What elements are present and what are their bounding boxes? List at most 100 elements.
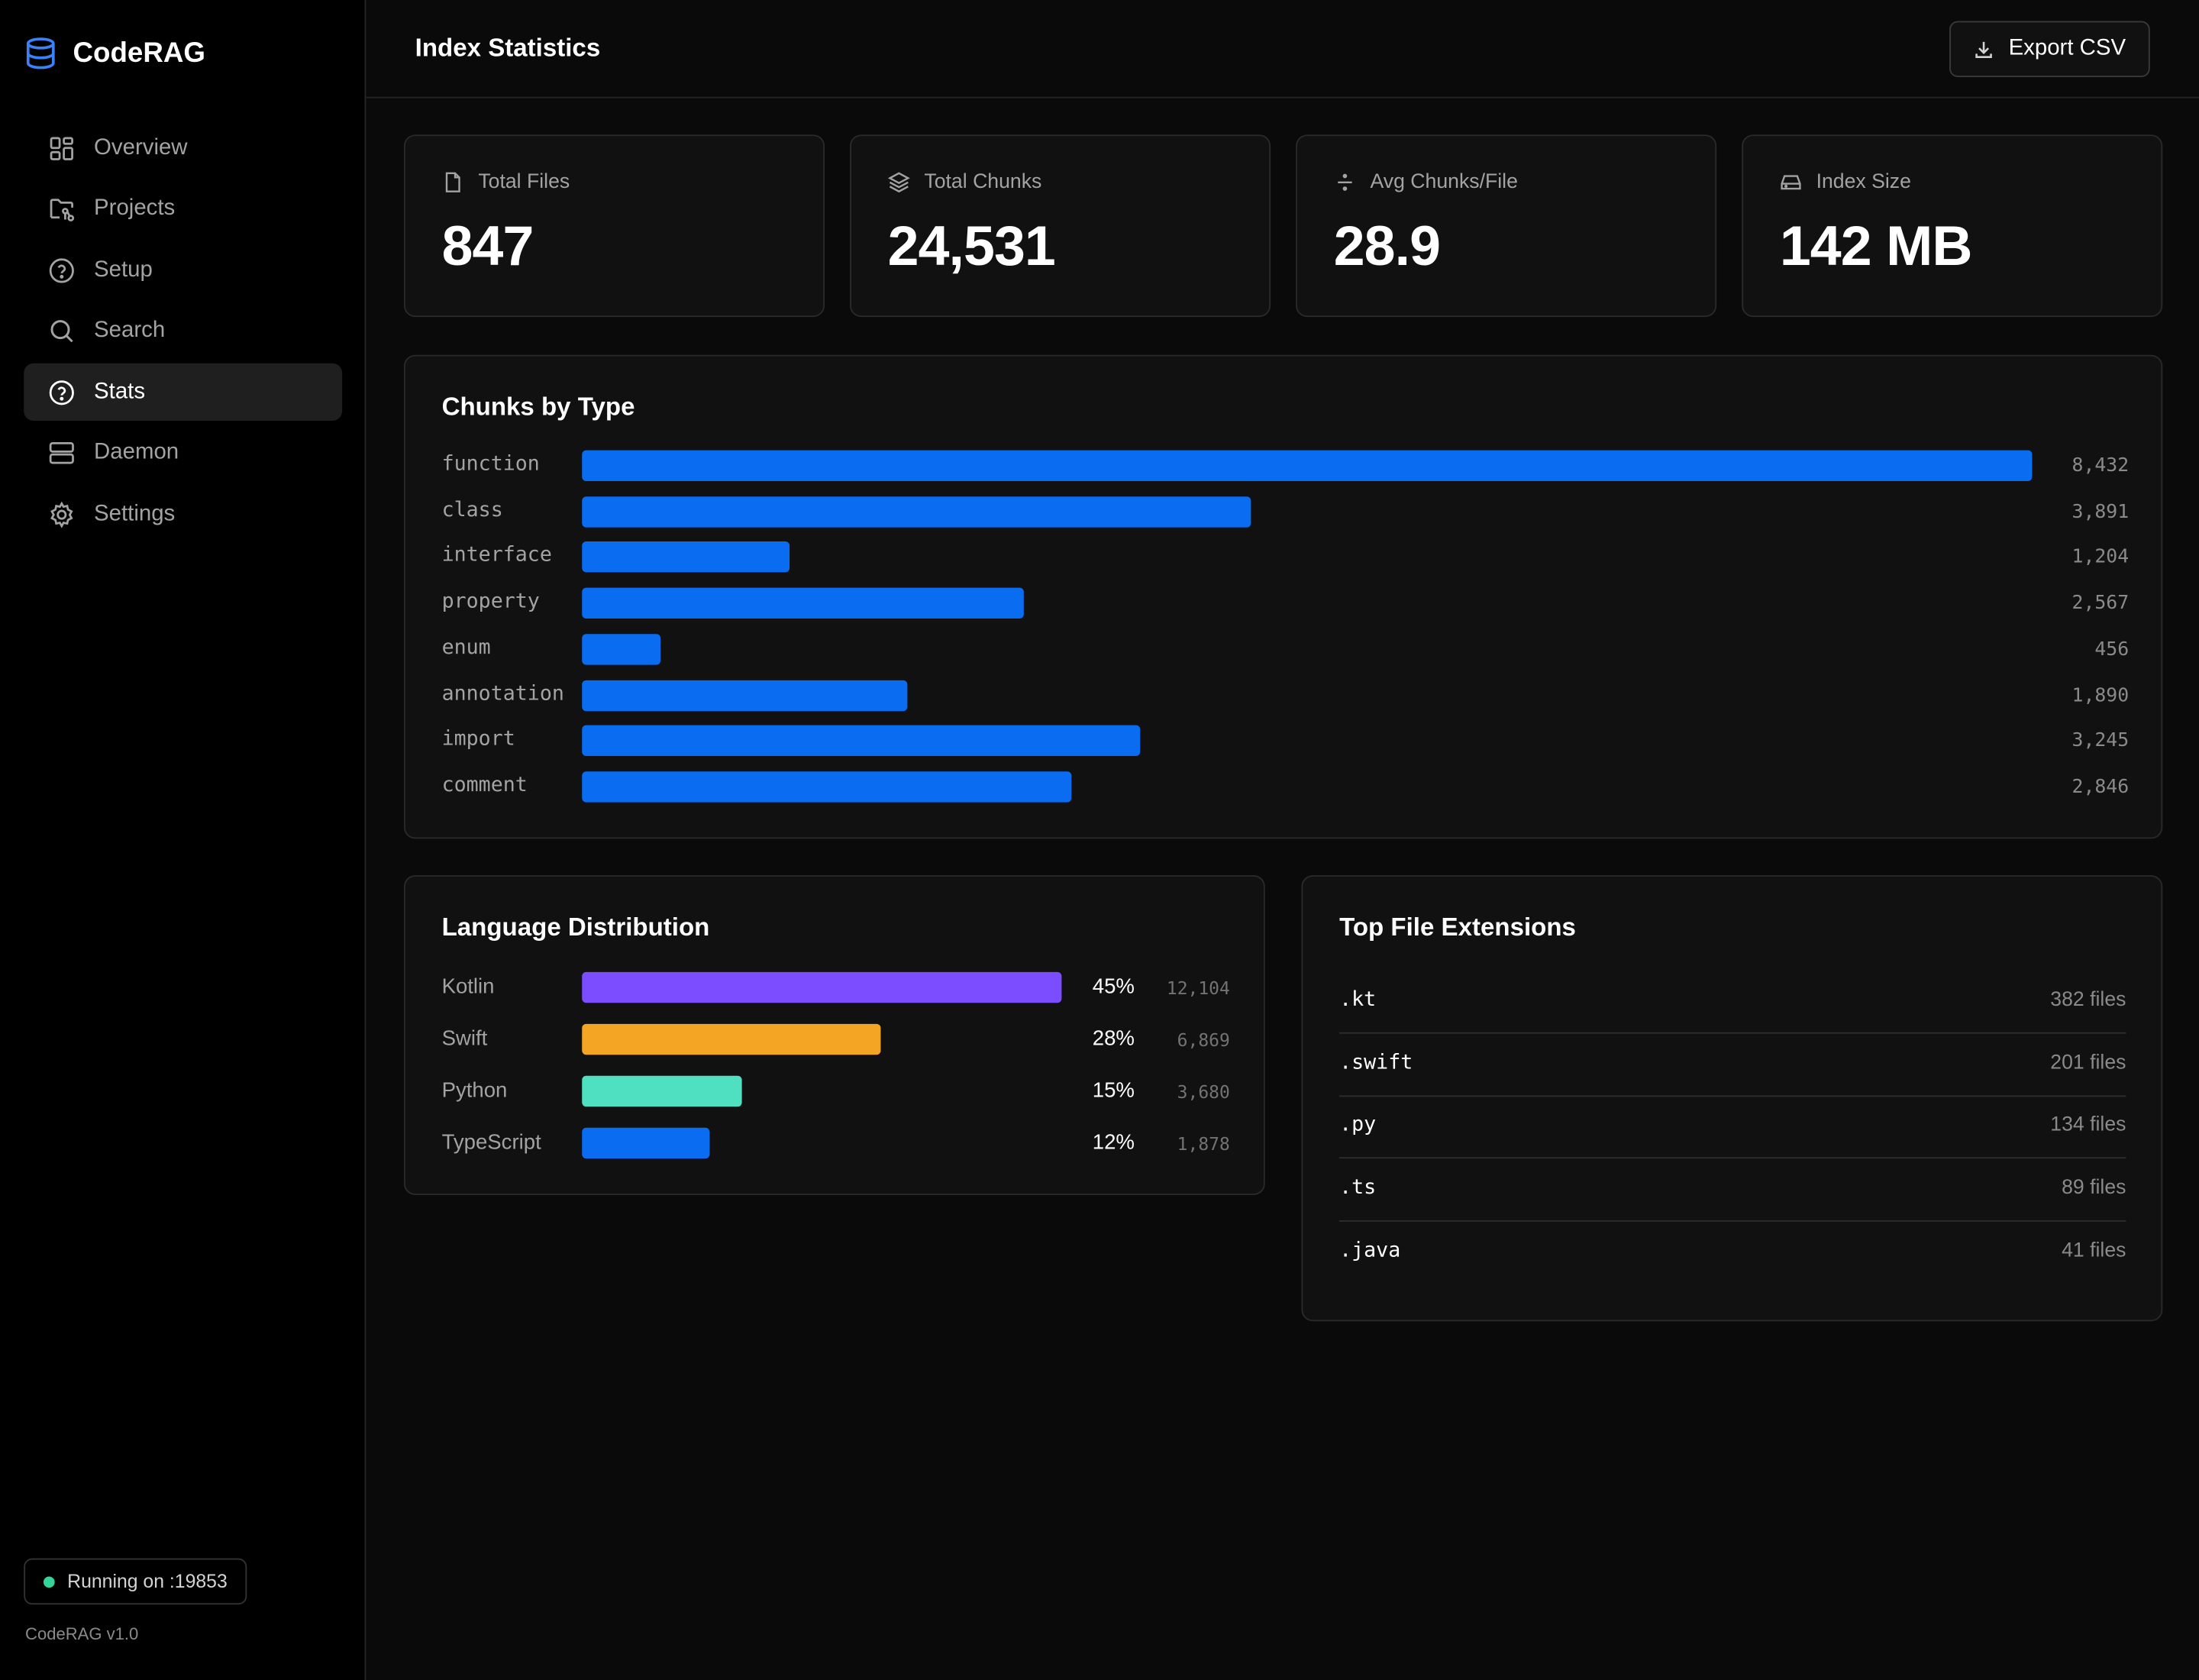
chunk-type-row: import 3,245 xyxy=(441,725,2129,757)
app-version: CodeRAG v1.0 xyxy=(25,1623,139,1644)
extension-name: .ts xyxy=(1339,1177,1377,1200)
export-csv-button[interactable]: Export CSV xyxy=(1949,21,2150,78)
language-label: TypeScript xyxy=(441,1130,541,1155)
chunk-type-count: 456 xyxy=(2094,638,2130,661)
daemon-status-text: Running on :19853 xyxy=(67,1571,228,1592)
stat-value: 24,531 xyxy=(887,215,1056,278)
export-csv-label: Export CSV xyxy=(2008,36,2126,60)
sidebar-item-setup[interactable]: Setup xyxy=(24,241,342,299)
file-icon xyxy=(445,172,460,192)
extension-row: .swift 201 files xyxy=(1339,1035,2126,1097)
server-icon xyxy=(49,442,74,465)
sidebar-item-overview[interactable]: Overview xyxy=(24,119,342,176)
extension-file-count: 134 files xyxy=(2050,1114,2126,1137)
chunk-type-label: interface xyxy=(441,544,552,567)
language-row: TypeScript 12% 1,878 xyxy=(441,1127,1230,1159)
language-label: Swift xyxy=(441,1026,488,1051)
sidebar-nav: Overview Projects Setup Search Stats Dae… xyxy=(24,119,343,547)
chunk-type-bar xyxy=(582,496,1251,528)
chunk-type-row: enum 456 xyxy=(442,633,2130,665)
stat-value: 28.9 xyxy=(1333,215,1441,278)
sidebar-item-stats[interactable]: Stats xyxy=(24,363,343,422)
page-title: Index Statistics xyxy=(415,34,601,62)
database-icon xyxy=(26,37,55,69)
chunk-type-label: function xyxy=(441,453,540,476)
chunks-by-type-card: Chunks by Type function 8,432 class 3,891 in… xyxy=(403,354,2163,839)
chunk-type-bar xyxy=(582,633,660,665)
chunk-type-count: 1,890 xyxy=(2071,683,2130,706)
stat-label: Total Files xyxy=(478,171,570,194)
chunk-type-bar xyxy=(582,450,2033,482)
card-title: Language Distribution xyxy=(441,913,710,942)
language-chunk-count: 1,878 xyxy=(1177,1133,1230,1155)
language-percent: 12% xyxy=(1092,1130,1135,1155)
sidebar-item-label: Stats xyxy=(94,380,146,404)
sidebar-item-label: Overview xyxy=(94,135,188,160)
chunk-type-label: comment xyxy=(441,774,528,797)
hard-drive-icon xyxy=(1781,175,1801,190)
chunk-type-label: class xyxy=(441,499,503,522)
sidebar: CodeRAG Overview Projects Setup Search S… xyxy=(0,0,366,1680)
language-percent: 15% xyxy=(1092,1078,1135,1103)
chunk-type-label: import xyxy=(441,728,515,751)
sidebar-item-label: Search xyxy=(94,318,166,343)
extension-file-count: 201 files xyxy=(2050,1051,2126,1074)
stat-card-total-files: Total Files 847 xyxy=(403,134,825,318)
chunk-type-count: 1,204 xyxy=(2071,546,2130,569)
daemon-status-badge[interactable]: Running on :19853 xyxy=(24,1558,247,1605)
chunk-type-count: 2,846 xyxy=(2071,775,2130,798)
chunk-type-bar xyxy=(582,541,790,573)
language-bar xyxy=(582,971,1062,1003)
top-file-extensions-card: Top File Extensions .kt 382 files .swift 20… xyxy=(1301,875,2163,1322)
language-bar xyxy=(582,1023,881,1055)
stat-label: Index Size xyxy=(1816,171,1911,194)
chunk-type-bar xyxy=(582,725,1141,757)
chunk-type-label: annotation xyxy=(441,682,564,705)
chunk-type-label: property xyxy=(441,590,540,613)
language-bar xyxy=(582,1075,742,1107)
language-chunk-count: 3,680 xyxy=(1177,1081,1230,1103)
stat-label: Total Chunks xyxy=(924,171,1042,194)
extension-name: .java xyxy=(1339,1239,1401,1262)
stat-value: 142 MB xyxy=(1779,215,1973,278)
chunk-type-bar xyxy=(582,679,907,711)
extension-file-count: 382 files xyxy=(2050,988,2126,1012)
stat-card-total-chunks: Total Chunks 24,531 xyxy=(850,134,1271,318)
stat-value: 847 xyxy=(441,215,534,278)
chunk-type-row: function 8,432 xyxy=(441,450,2130,482)
page-header: Index Statistics Export CSV xyxy=(366,0,2199,99)
chunk-type-row: class 3,891 xyxy=(441,496,2130,528)
language-percent: 45% xyxy=(1092,974,1135,999)
chunk-type-bar xyxy=(582,587,1024,619)
chunk-type-row: property 2,567 xyxy=(441,587,2129,619)
sidebar-item-label: Settings xyxy=(94,502,176,526)
language-chunk-count: 12,104 xyxy=(1166,977,1230,999)
chunk-type-row: comment 2,846 xyxy=(441,771,2130,803)
chunk-type-count: 8,432 xyxy=(2071,454,2130,477)
language-label: Kotlin xyxy=(441,974,495,999)
language-label: Python xyxy=(441,1078,508,1103)
help-circle-icon xyxy=(49,380,74,405)
language-row: Swift 28% 6,869 xyxy=(441,1023,1230,1055)
language-chunk-count: 6,869 xyxy=(1177,1029,1230,1051)
language-row: Kotlin 45% 12,104 xyxy=(441,971,1230,1003)
folder-git-icon xyxy=(50,199,75,222)
sidebar-item-projects[interactable]: Projects xyxy=(24,180,342,237)
sidebar-item-settings[interactable]: Settings xyxy=(24,486,342,544)
chunk-type-bar xyxy=(582,771,1072,803)
layout-grid-icon xyxy=(50,136,73,160)
chunk-type-count: 3,891 xyxy=(2071,500,2130,523)
gear-icon xyxy=(50,501,73,528)
extension-file-count: 89 files xyxy=(2062,1177,2126,1200)
extension-name: .py xyxy=(1339,1114,1377,1137)
stat-card-avg-chunks: Avg Chunks/File 28.9 xyxy=(1296,134,1717,318)
extension-name: .kt xyxy=(1339,988,1377,1012)
sidebar-item-search[interactable]: Search xyxy=(24,302,342,360)
sidebar-item-daemon[interactable]: Daemon xyxy=(24,425,342,482)
layers-icon xyxy=(887,172,910,193)
extension-row: .ts 89 files xyxy=(1339,1160,2126,1222)
sidebar-item-label: Daemon xyxy=(94,441,179,465)
brand[interactable]: CodeRAG xyxy=(25,31,205,76)
sidebar-item-label: Setup xyxy=(94,257,153,282)
card-title: Top File Extensions xyxy=(1339,913,1576,942)
